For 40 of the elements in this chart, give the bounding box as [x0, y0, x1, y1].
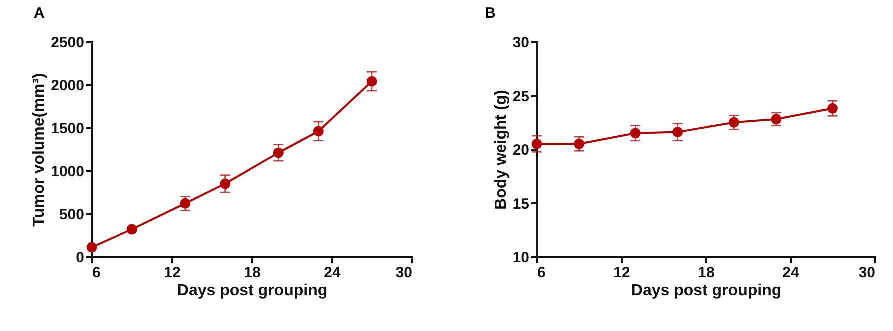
x-tick-label: 30 [858, 264, 876, 282]
chart-title: B [485, 5, 496, 22]
y-tick-label: 30 [512, 34, 530, 52]
point [672, 127, 684, 138]
y-axis-title: Body weight (g) [492, 90, 510, 210]
point [86, 242, 98, 253]
point [728, 117, 740, 128]
x-tick-label: 6 [538, 264, 546, 282]
point [126, 224, 138, 235]
point [220, 178, 231, 190]
point [366, 76, 378, 87]
point [313, 126, 324, 137]
point [630, 128, 641, 139]
y-tick-label: 15 [512, 196, 530, 213]
x-tick-label: 18 [244, 264, 261, 282]
x-tick-label: 6 [92, 264, 101, 282]
x-tick-label: 24 [324, 264, 342, 282]
x-tick-label: 12 [614, 264, 630, 282]
x-tick-label: 30 [396, 264, 412, 282]
y-tick-label: 500 [59, 206, 84, 224]
y-tick-label: 1000 [51, 164, 84, 180]
y-tick-label: 20 [512, 142, 530, 159]
x-axis-title: Days post grouping [631, 282, 782, 300]
point [180, 198, 191, 209]
x-tick-label: 18 [698, 264, 715, 282]
point [574, 138, 584, 150]
y-tick-label: 2500 [51, 34, 84, 52]
x-tick-label: 12 [164, 264, 181, 282]
y-axis-title: Tumor volume(mm³) [31, 73, 48, 227]
point [273, 148, 284, 158]
y-tick-label: 2000 [51, 78, 84, 94]
y-tick-label: 10 [512, 250, 530, 266]
x-tick-label: 24 [782, 264, 800, 282]
x-axis-title: Days post grouping [177, 282, 328, 300]
chart-title: A [34, 5, 45, 22]
y-tick-label: 25 [512, 88, 530, 106]
y-tick-label: 0 [76, 250, 84, 266]
point [828, 103, 838, 114]
point [532, 138, 542, 150]
y-tick-label: 1500 [51, 120, 84, 138]
